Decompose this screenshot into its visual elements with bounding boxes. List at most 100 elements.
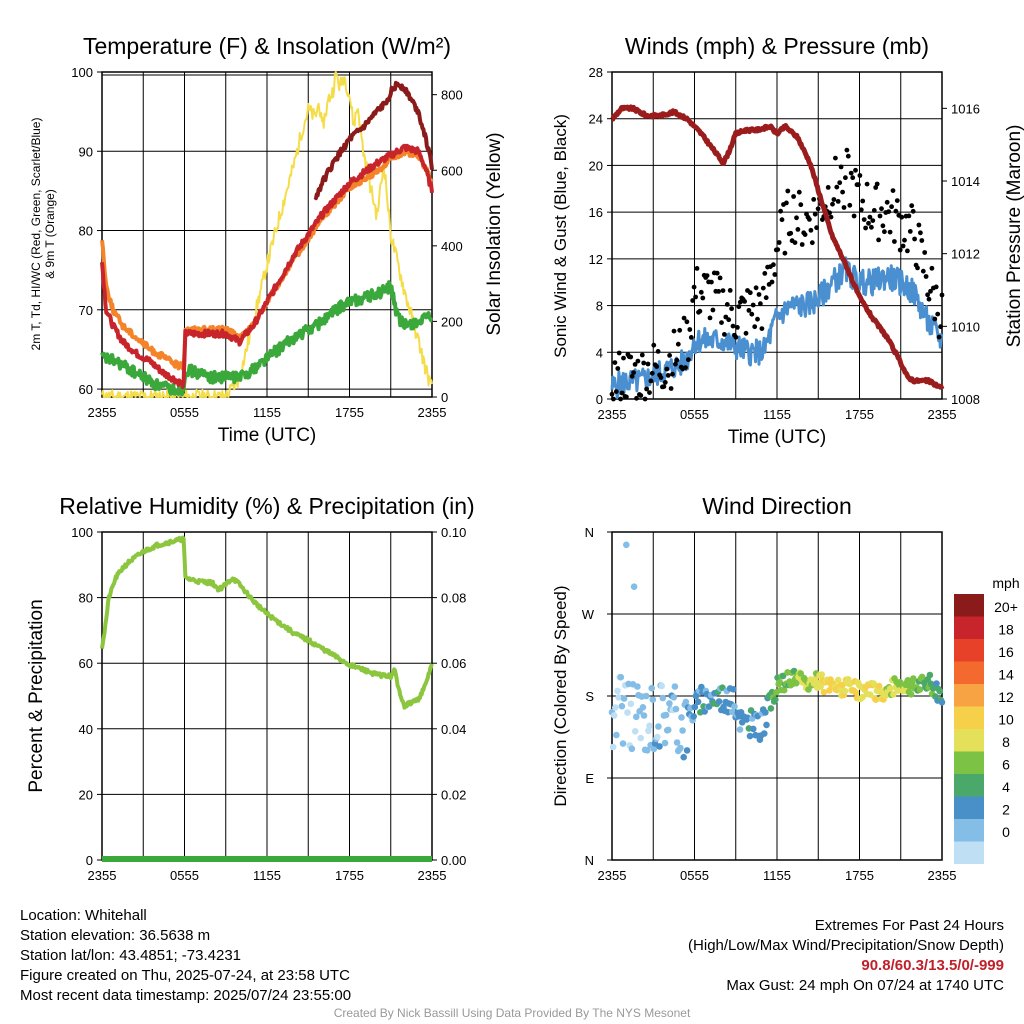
y-tick-label: 70 <box>79 303 93 318</box>
direction-point <box>872 696 880 703</box>
gust-point <box>909 203 915 209</box>
direction-point <box>852 689 860 696</box>
x-tick-label: 0555 <box>680 868 709 883</box>
gust-point <box>863 225 868 231</box>
gust-point <box>758 301 763 307</box>
y2-tick-label: 0 <box>441 390 448 405</box>
gust-point <box>850 175 856 181</box>
wind-pressure-panel: 2355 0555 1155 1755 2355 Winds (mph) & Pressu… <box>551 33 1024 448</box>
gust-point <box>858 207 864 213</box>
legend-label: 2 <box>1002 802 1010 818</box>
direction-point <box>639 704 647 711</box>
gust-point <box>861 217 867 223</box>
gust-point <box>833 155 838 161</box>
direction-point <box>673 739 681 746</box>
legend-swatch <box>954 616 984 639</box>
x-tick-label: 1155 <box>763 407 791 422</box>
gust-point <box>779 217 785 223</box>
gust-point <box>860 198 866 204</box>
direction-point <box>650 745 658 753</box>
direction-point <box>666 700 673 707</box>
gust-point <box>619 390 625 396</box>
gust-point <box>704 273 710 278</box>
gust-point <box>791 194 796 199</box>
gust-point <box>727 288 733 293</box>
gust-point <box>756 292 762 297</box>
x-tick-label: 1155 <box>763 868 791 883</box>
y-tick-label: 80 <box>79 224 93 239</box>
x-tick-label: 0555 <box>170 405 199 420</box>
gust-point <box>714 270 720 276</box>
gust-point <box>661 384 667 389</box>
gust-point <box>890 188 896 194</box>
gust-point <box>722 332 727 337</box>
gust-point <box>782 250 788 256</box>
y2-tick-label: 0.04 <box>441 722 466 737</box>
legend-swatch <box>954 774 984 797</box>
gust-point <box>638 393 644 398</box>
legend-swatch <box>954 729 984 752</box>
y-tick-label: 20 <box>589 158 603 173</box>
gust-point <box>743 330 749 336</box>
gust-point <box>882 229 887 235</box>
gust-point <box>811 197 817 202</box>
temp_2m-line <box>100 143 434 390</box>
gust-point <box>776 240 782 245</box>
direction-point <box>910 675 917 682</box>
gust-point <box>874 181 880 187</box>
gust-point <box>724 302 730 307</box>
y-axis-label: Direction (Colored By Speed) <box>551 585 570 806</box>
direction-point <box>624 709 631 716</box>
extremes-values: 90.8/60.3/13.5/0/-999 <box>861 957 1004 974</box>
temperature-panel: 2355 0555 1155 1755 2355 Temperature (F) & In… <box>29 33 505 446</box>
gust-point <box>929 265 935 271</box>
gust-point <box>750 302 756 308</box>
y-tick-label: 0 <box>86 853 93 868</box>
gust-point <box>710 307 716 313</box>
direction-point <box>867 691 874 698</box>
gust-point <box>857 173 863 178</box>
station-elevation: Station elevation: 36.5638 m <box>20 927 211 944</box>
x-tick-label: 2355 <box>928 407 957 422</box>
direction-point <box>609 743 617 751</box>
y2-tick-label: 1016 <box>951 101 980 116</box>
gust-point <box>700 295 706 301</box>
direction-point <box>645 727 652 735</box>
y-tick-label: 60 <box>79 382 93 397</box>
gust-point <box>907 229 913 234</box>
direction-point <box>680 753 687 761</box>
gust-point <box>798 202 804 208</box>
legend-swatch <box>954 639 984 662</box>
gust-point <box>938 324 943 330</box>
y-tick-label: S <box>585 689 594 704</box>
direction-point <box>818 671 825 678</box>
x-axis-label: Time (UTC) <box>728 427 827 448</box>
legend-label: 18 <box>998 622 1014 638</box>
y2-tick-label: 1008 <box>951 392 980 407</box>
gust-point <box>847 202 853 208</box>
gust-point <box>693 294 698 300</box>
gust-point <box>879 206 884 212</box>
legend-swatch <box>954 751 984 774</box>
extremes-title: Extremes For Past 24 Hours <box>814 917 1004 934</box>
gust-point <box>654 364 660 369</box>
gust-point <box>871 208 877 213</box>
recent-timestamp: Most recent data timestamp: 2025/07/24 2… <box>20 987 352 1004</box>
y-tick-label: 20 <box>79 787 93 802</box>
gust-point <box>677 327 683 333</box>
gust-point <box>919 238 925 243</box>
gust-point <box>830 201 835 207</box>
direction-point <box>694 698 702 706</box>
gust-point <box>642 396 648 402</box>
gust-point <box>771 262 776 268</box>
y-tick-label: 0 <box>596 392 603 407</box>
direction-point <box>649 696 657 703</box>
gust-point <box>848 170 854 176</box>
gust-point <box>651 342 657 348</box>
x-tick-label: 2355 <box>598 407 627 422</box>
gust-point <box>670 371 675 377</box>
direction-point <box>875 682 883 690</box>
y-tick-label: 12 <box>589 252 603 267</box>
gust-point <box>915 265 920 271</box>
gust-point <box>795 227 801 232</box>
